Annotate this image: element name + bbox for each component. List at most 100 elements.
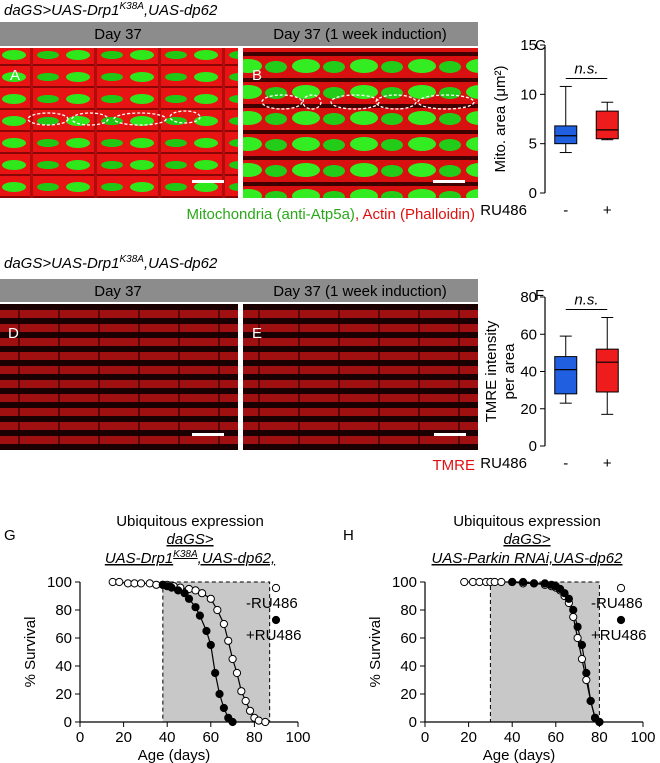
x-tick-label: 60 — [547, 729, 564, 746]
scale-bar — [192, 433, 224, 436]
day-label: Day 37 — [94, 26, 142, 43]
genotype-header: daGS>UAS-Drp1K38A,UAS-dp62 — [4, 254, 218, 272]
y-axis-label: TMRE intensity — [483, 320, 500, 422]
x-axis-label: Age (days) — [138, 747, 211, 763]
data-point — [202, 626, 211, 636]
mito-outlines — [27, 94, 475, 126]
legend-marker — [271, 583, 281, 593]
data-point — [564, 594, 573, 603]
day-label: Day 37 (1 week induction) — [273, 283, 446, 300]
x-tick-label: 0 — [76, 729, 84, 746]
data-point — [577, 640, 587, 650]
y-tick-label: 40 — [520, 364, 537, 381]
legend-marker — [616, 583, 626, 593]
header-text: ,UAS-dp62 — [144, 2, 218, 19]
data-point — [228, 717, 237, 727]
y-tick-label: 0 — [64, 714, 72, 731]
legend-marker — [616, 615, 626, 625]
y-tick-label: 15 — [520, 37, 537, 54]
header-bar — [0, 279, 478, 302]
x-tick-label: 100 — [285, 729, 310, 746]
y-tick-label: 80 — [520, 289, 537, 306]
data-point — [245, 706, 255, 715]
genotype-line: daGS> — [166, 531, 213, 548]
chart-title: Ubiquitous expression — [116, 513, 264, 530]
header-sup: K38A — [119, 1, 144, 12]
annotation: n.s. — [574, 60, 598, 77]
data-point — [540, 579, 550, 588]
y-axis-label: % Survival — [367, 617, 384, 688]
x-tick-label: 100 — [630, 729, 655, 746]
data-point — [191, 603, 200, 612]
genotype-text: ,UAS-dp62, — [198, 550, 276, 567]
y-tick-label: 60 — [520, 326, 537, 343]
caption-green: Mitochondria (anti-Atp5a) — [187, 206, 355, 223]
box — [595, 348, 619, 393]
genotype-sup: K38A — [173, 549, 198, 560]
header-sup: K38A — [119, 254, 144, 265]
caption-red: , Actin (Phalloidin) — [355, 206, 475, 223]
micrograph — [243, 48, 478, 198]
data-point — [206, 594, 215, 603]
data-point — [460, 577, 469, 587]
genotype-header: daGS>UAS-Drp1K38A,UAS-dp62 — [4, 1, 218, 19]
header-text: daGS>UAS-Drp1 — [4, 2, 119, 19]
y-tick-label: 20 — [520, 401, 537, 418]
y-axis-label: per area — [501, 343, 518, 400]
panel-letter: E — [252, 325, 262, 342]
data-point — [254, 716, 263, 725]
x-axis-label: Age (days) — [483, 747, 556, 763]
x-tick-label: 40 — [159, 729, 176, 746]
panel-letter: D — [8, 325, 19, 342]
x-tick-label: + — [603, 455, 612, 472]
data-point — [519, 577, 528, 587]
x-tick-label: 40 — [504, 729, 521, 746]
x-tick-label: 0 — [421, 729, 429, 746]
caption: Mitochondria (anti-Atp5a), Actin (Phallo… — [187, 206, 475, 223]
data-point — [577, 654, 587, 664]
scale-bar — [433, 180, 465, 183]
data-point — [237, 687, 246, 696]
x-axis-label: RU486 — [480, 455, 527, 472]
micrograph — [0, 304, 238, 450]
panel-letter: B — [252, 67, 262, 84]
micrograph — [243, 304, 478, 450]
data-point — [219, 619, 228, 629]
data-point — [215, 689, 224, 699]
header-text: ,UAS-dp62 — [144, 255, 218, 272]
caption-red: TMRE — [433, 457, 476, 474]
data-point — [582, 675, 591, 685]
x-tick-label: 80 — [591, 729, 608, 746]
header-text: daGS>UAS-Drp1 — [4, 255, 119, 272]
legend-label: +RU486 — [246, 627, 301, 644]
data-point — [232, 668, 242, 678]
x-tick-label: 20 — [460, 729, 477, 746]
y-tick-label: 20 — [400, 686, 417, 703]
data-point — [497, 577, 506, 587]
y-tick-label: 0 — [529, 185, 537, 202]
data-point — [136, 579, 146, 588]
data-point — [206, 640, 215, 650]
y-tick-label: 100 — [392, 574, 417, 591]
y-tick-label: 0 — [409, 714, 417, 731]
y-tick-label: 5 — [529, 136, 537, 153]
panel-letter: A — [10, 67, 20, 84]
x-tick-label: 60 — [202, 729, 219, 746]
data-point — [573, 633, 582, 643]
data-point — [224, 636, 233, 645]
data-point — [261, 717, 270, 727]
panel-letter: F — [535, 287, 544, 304]
legend-label: -RU486 — [591, 595, 643, 612]
data-point — [529, 579, 539, 588]
genotype-line: UAS-Drp1K38A,UAS-dp62, — [105, 549, 275, 567]
data-point — [219, 703, 228, 713]
panel-letter: G — [4, 527, 16, 544]
scale-bar — [192, 180, 224, 183]
data-point — [197, 589, 207, 598]
data-point — [213, 605, 222, 615]
y-tick-label: 80 — [55, 602, 72, 619]
y-tick-label: 40 — [400, 658, 417, 675]
shaded-range — [489, 581, 600, 723]
data-point — [228, 654, 237, 664]
